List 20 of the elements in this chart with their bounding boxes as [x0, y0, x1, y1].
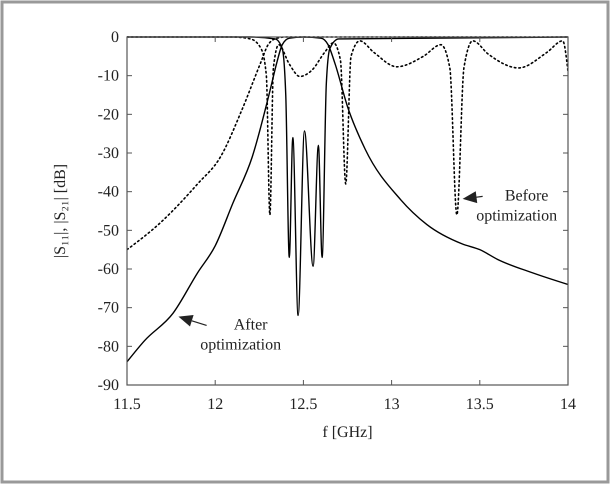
x-tick-label: 13: [384, 396, 400, 413]
y-tick-label: -30: [98, 145, 119, 162]
annotation: Before optimization: [476, 187, 558, 224]
x-tick-label: 12.5: [289, 396, 318, 413]
x-tick-label: 13.5: [466, 396, 494, 413]
y-tick-label: -40: [98, 184, 119, 201]
x-tick-label: 11.5: [113, 396, 141, 413]
x-tick-label: 12: [207, 396, 224, 413]
y-tick-label: -50: [98, 222, 119, 240]
y-tick-label: -70: [98, 300, 119, 317]
y-tick-label: -10: [98, 68, 119, 85]
x-axis-title: f [GHz]: [322, 424, 373, 441]
y-tick-label: -90: [98, 377, 119, 394]
y-tick-label: -20: [98, 106, 119, 124]
y-tick-label: -60: [98, 261, 119, 278]
y-tick-label: -80: [98, 338, 119, 356]
y-axis-title: |S₁₁|, |S₂₁| [dB]: [52, 164, 69, 258]
y-tick-label: 0: [111, 29, 119, 46]
x-tick-label: 14: [560, 396, 576, 413]
annotation: After optimization: [200, 316, 282, 354]
